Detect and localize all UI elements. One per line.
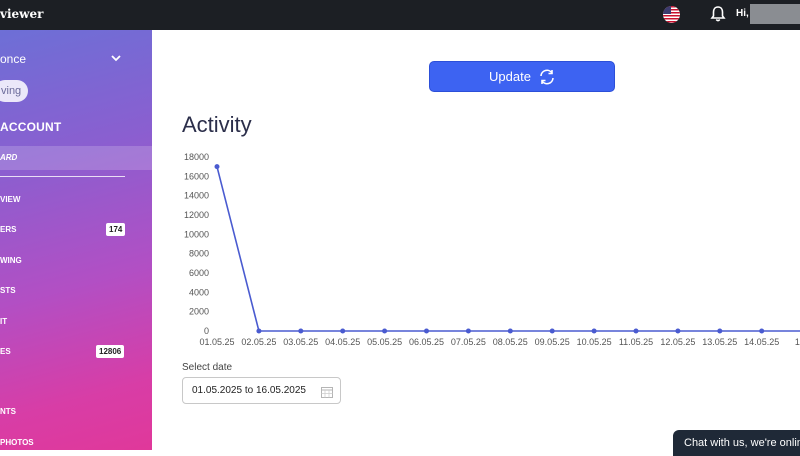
x-tick-label: 04.05.25 (325, 337, 360, 347)
data-point[interactable] (591, 328, 597, 334)
x-tick-label: 05.05.25 (367, 337, 402, 347)
y-tick-label: 14000 (184, 191, 209, 201)
x-tick-label: 03.05.25 (283, 337, 318, 347)
date-range-value: 01.05.2025 to 16.05.2025 (192, 385, 306, 396)
x-tick-label: 08.05.25 (493, 337, 528, 347)
x-tick-label: 09.05.25 (535, 337, 570, 347)
data-point[interactable] (675, 328, 681, 334)
account-name[interactable]: once (0, 52, 27, 66)
redacted-username[interactable] (750, 4, 800, 24)
sidebar-item-view[interactable]: VIEW (0, 195, 21, 204)
data-point[interactable] (214, 164, 220, 170)
sidebar-item-photos[interactable]: PHOTOS (0, 438, 34, 447)
sidebar-item-edit[interactable]: IT (0, 317, 8, 326)
data-point[interactable] (382, 328, 388, 334)
y-tick-label: 2000 (189, 307, 209, 317)
data-point[interactable] (507, 328, 513, 334)
x-tick-label: 14.05.25 (744, 337, 779, 347)
sidebar-item-label: ARD (0, 153, 18, 162)
account-heading: ACCOUNT (0, 120, 62, 134)
y-tick-label: 10000 (184, 229, 209, 239)
sidebar-item-likes[interactable]: ES (0, 347, 11, 356)
y-tick-label: 16000 (184, 171, 209, 181)
sidebar: once ving ACCOUNT ARD VIEW ERS 174 WING … (0, 30, 152, 450)
followers-count-badge: 174 (106, 223, 126, 236)
sidebar-item-posts[interactable]: STS (0, 286, 16, 295)
page-title: Activity (182, 112, 252, 137)
select-date-label: Select date (182, 362, 233, 373)
y-tick-label: 12000 (184, 210, 209, 220)
y-tick-label: 18000 (184, 152, 209, 162)
data-point[interactable] (633, 328, 639, 334)
x-tick-label: 10.05.25 (577, 337, 612, 347)
sidebar-divider (0, 176, 125, 177)
activity-line-chart: 18000 16000 14000 12000 10000 8000 6000 4000 200… (184, 152, 800, 347)
chat-widget[interactable]: Chat with us, we're online! (673, 430, 800, 456)
top-bar: viewer Hi, (0, 0, 800, 30)
x-tick-label: 07.05.25 (451, 337, 486, 347)
x-tick-label: 15.0 (795, 337, 800, 347)
x-tick-label: 12.05.25 (660, 337, 695, 347)
sidebar-item-followers[interactable]: ERS (0, 225, 17, 234)
data-point[interactable] (549, 328, 555, 334)
sidebar-item-dashboard[interactable]: ARD (0, 146, 152, 170)
likes-count-badge: 12806 (96, 345, 125, 358)
chevron-down-icon[interactable] (110, 51, 122, 63)
refresh-icon (540, 69, 554, 85)
date-range-input[interactable]: 01.05.2025 to 16.05.2025 (182, 377, 341, 404)
sidebar-item-following[interactable]: WING (0, 256, 22, 265)
series-line (216, 166, 800, 332)
data-point[interactable] (465, 328, 471, 334)
update-button[interactable]: Update (429, 61, 615, 92)
data-point[interactable] (298, 328, 304, 334)
data-point[interactable] (256, 328, 262, 334)
y-tick-label: 8000 (189, 249, 209, 259)
us-flag-icon[interactable] (663, 6, 680, 23)
brand-logo[interactable]: viewer (0, 7, 44, 21)
calendar-icon[interactable] (321, 385, 333, 398)
greeting-text: Hi, (736, 8, 749, 19)
plan-pill[interactable]: ving (0, 80, 29, 102)
x-tick-label: 11.05.25 (619, 337, 653, 347)
y-tick-label: 6000 (189, 268, 209, 278)
bell-icon[interactable] (710, 5, 726, 23)
update-button-label: Update (489, 69, 531, 84)
y-tick-label: 4000 (189, 287, 209, 297)
data-point[interactable] (717, 328, 723, 334)
data-point[interactable] (340, 328, 346, 334)
x-tick-label: 13.05.25 (702, 337, 737, 347)
x-tick-label: 01.05.25 (199, 337, 234, 347)
data-point[interactable] (424, 328, 429, 334)
x-tick-label: 02.05.25 (241, 337, 276, 347)
data-point[interactable] (759, 328, 765, 334)
sidebar-item-comments[interactable]: NTS (0, 407, 16, 416)
chat-widget-label: Chat with us, we're online! (684, 437, 800, 449)
x-tick-label: 06.05.25 (409, 337, 444, 347)
y-tick-label: 0 (204, 326, 209, 336)
